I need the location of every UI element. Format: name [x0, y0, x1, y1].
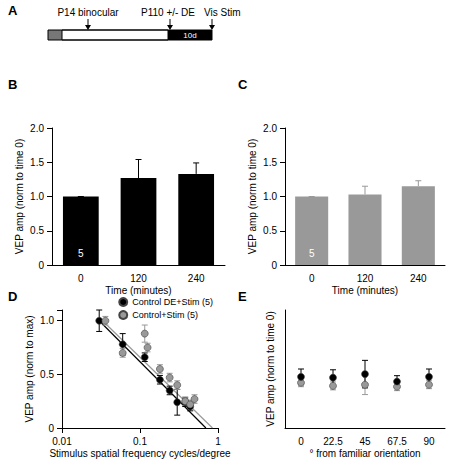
- svg-text:VEP amp (norm to max): VEP amp (norm to max): [24, 315, 35, 422]
- svg-text:VEP amp (norm to time 0): VEP amp (norm to time 0): [247, 139, 258, 254]
- svg-text:1.0: 1.0: [263, 191, 277, 202]
- svg-text:1.0: 1.0: [40, 315, 54, 326]
- svg-text:0.5: 0.5: [40, 369, 54, 380]
- svg-text:Stimulus spatial frequency cyc: Stimulus spatial frequency cycles/degree: [49, 448, 231, 459]
- svg-text:Control DE+Stim (5): Control DE+Stim (5): [132, 297, 213, 307]
- svg-text:A: A: [8, 3, 18, 18]
- svg-text:5: 5: [78, 248, 84, 259]
- svg-text:P14 binocular: P14 binocular: [57, 7, 119, 18]
- svg-text:0: 0: [271, 260, 277, 271]
- svg-text:0: 0: [309, 273, 315, 284]
- svg-text:120: 120: [357, 273, 374, 284]
- svg-text:2.0: 2.0: [263, 123, 277, 134]
- svg-text:10d: 10d: [183, 31, 196, 40]
- svg-text:Vis Stim: Vis Stim: [204, 7, 241, 18]
- svg-text:1.5: 1.5: [30, 157, 44, 168]
- svg-text:C: C: [238, 77, 248, 92]
- svg-text:1.0: 1.0: [30, 191, 44, 202]
- svg-text:1: 1: [215, 436, 221, 447]
- svg-text:° from familiar orientation: ° from familiar orientation: [309, 448, 420, 459]
- svg-text:VEP amp (norm to time 0): VEP amp (norm to time 0): [14, 139, 25, 254]
- svg-text:0.01: 0.01: [52, 436, 72, 447]
- svg-text:0.1: 0.1: [133, 436, 147, 447]
- svg-text:240: 240: [188, 273, 205, 284]
- svg-text:22.5: 22.5: [323, 436, 343, 447]
- svg-text:0.5: 0.5: [30, 225, 44, 236]
- svg-text:45: 45: [359, 436, 371, 447]
- svg-text:0: 0: [48, 423, 54, 434]
- svg-text:E: E: [238, 289, 247, 304]
- svg-text:VEP amp (norm to time 0): VEP amp (norm to time 0): [265, 311, 276, 426]
- svg-text:67.5: 67.5: [387, 436, 407, 447]
- svg-text:P110 +/- DE: P110 +/- DE: [141, 7, 195, 18]
- svg-text:D: D: [8, 289, 17, 304]
- svg-text:240: 240: [410, 273, 427, 284]
- svg-text:120: 120: [130, 273, 147, 284]
- svg-text:B: B: [8, 77, 17, 92]
- svg-text:Time (minutes): Time (minutes): [105, 285, 171, 296]
- svg-text:1.5: 1.5: [263, 157, 277, 168]
- svg-text:Control+Stim (5): Control+Stim (5): [132, 310, 198, 320]
- svg-text:0.5: 0.5: [263, 225, 277, 236]
- svg-text:0: 0: [298, 436, 304, 447]
- svg-text:0: 0: [78, 273, 84, 284]
- svg-text:5: 5: [309, 248, 315, 259]
- svg-text:2.0: 2.0: [30, 123, 44, 134]
- svg-text:0: 0: [38, 260, 44, 271]
- svg-text:Time (minutes): Time (minutes): [332, 285, 398, 296]
- svg-text:90: 90: [423, 436, 435, 447]
